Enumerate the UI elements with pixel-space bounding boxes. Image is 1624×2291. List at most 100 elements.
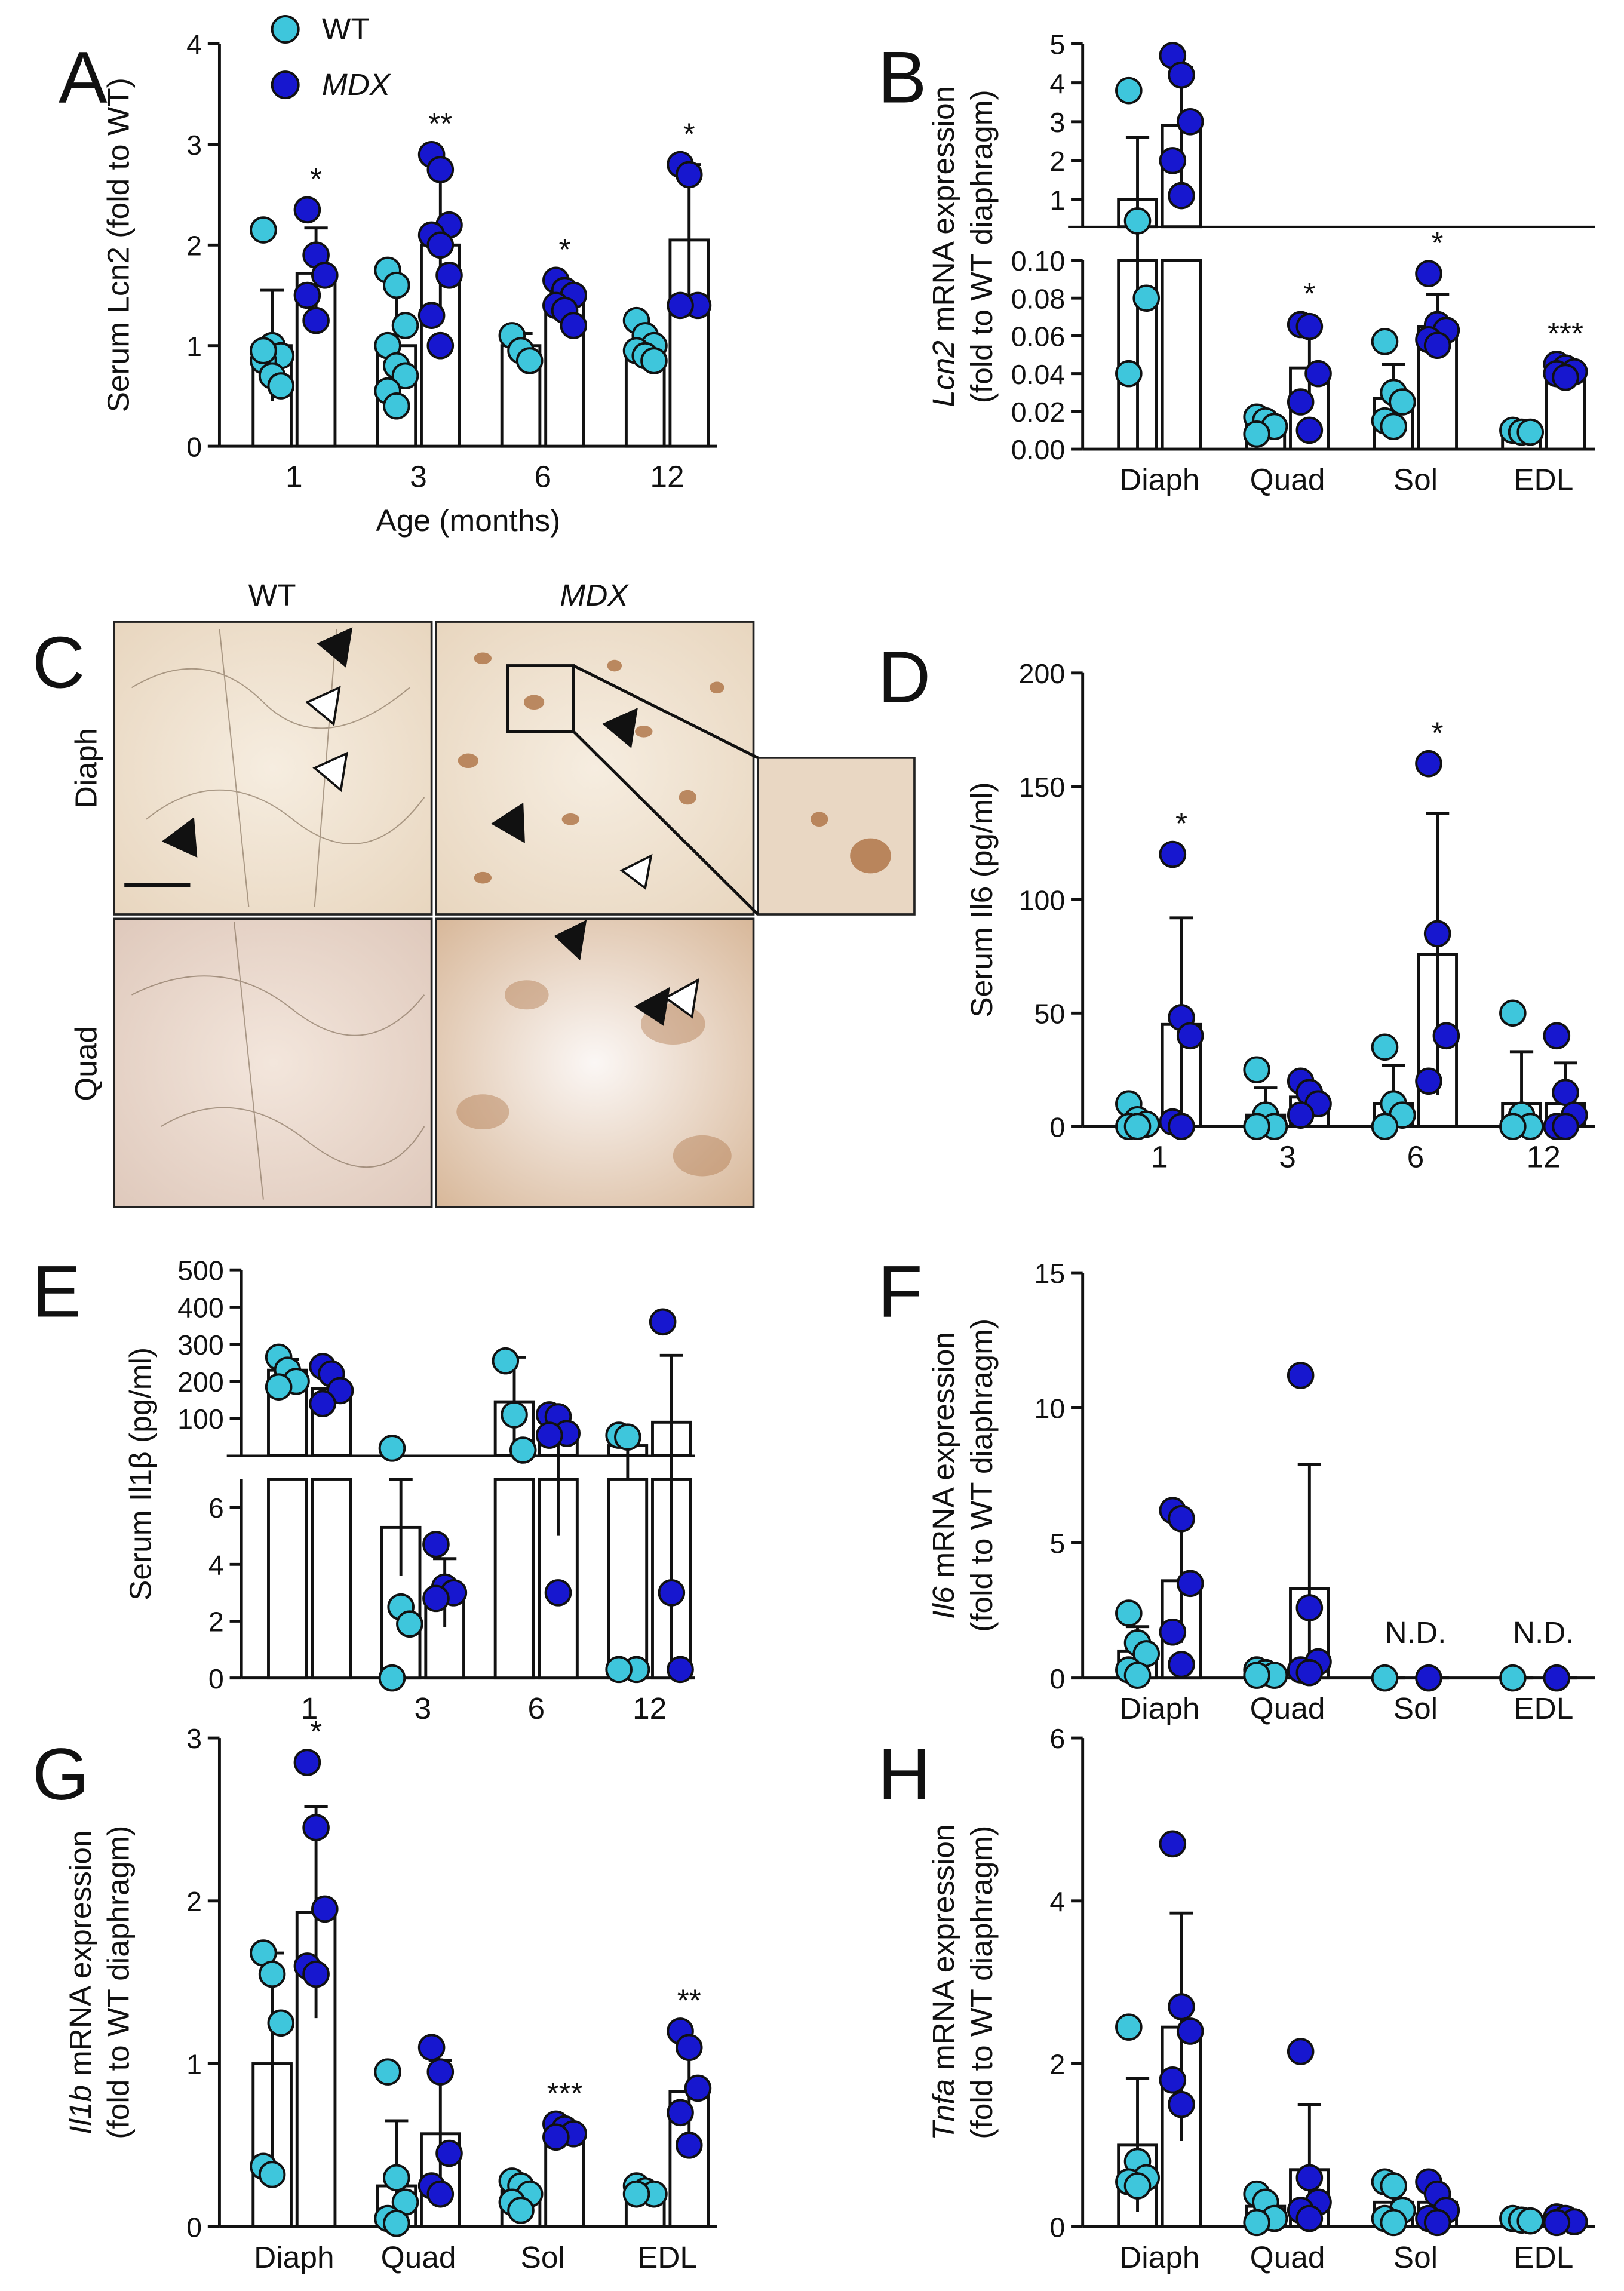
x-tick-label: Quad xyxy=(381,2240,456,2274)
y-tick-label: 50 xyxy=(1034,998,1066,1029)
x-tick-label: Quad xyxy=(1250,2240,1325,2274)
y-tick-label: 2 xyxy=(186,230,202,261)
y-tick-label: 0 xyxy=(1049,2212,1065,2243)
data-point xyxy=(1295,1594,1324,1621)
data-point xyxy=(1168,1993,1195,2020)
data-point xyxy=(265,1373,293,1401)
data-point xyxy=(509,1436,537,1464)
y-axis-label: Serum Il1β (pg/ml) xyxy=(122,1347,157,1601)
column-label: MDX xyxy=(560,578,629,612)
y-axis-label: (fold to WT diaphragm) xyxy=(101,1826,136,2139)
y-axis-label-text: mRNA expression xyxy=(926,1332,960,1578)
x-tick-label: Diaph xyxy=(1119,462,1199,497)
significance: * xyxy=(1303,276,1315,311)
chart: G 0 1 2 3 Il1b mRNA expression (fold to WT diap… xyxy=(32,1714,717,2274)
data-point xyxy=(383,2164,410,2192)
y-tick-label: 200 xyxy=(177,1366,224,1398)
x-tick-label: 3 xyxy=(410,459,427,494)
data-point xyxy=(1543,1022,1571,1050)
data-point xyxy=(1295,2204,1324,2232)
panel-letter: G xyxy=(32,1733,89,1815)
data-point xyxy=(1499,1664,1527,1692)
data-point xyxy=(250,216,277,244)
data-point xyxy=(640,347,668,374)
data-point xyxy=(1304,360,1332,388)
x-tick-label: Sol xyxy=(521,2240,565,2274)
data-point xyxy=(1159,840,1187,868)
data-point xyxy=(426,156,455,183)
data-point xyxy=(1176,1022,1204,1050)
panel-letter: E xyxy=(32,1251,81,1332)
data-point xyxy=(435,2139,463,2167)
data-point xyxy=(507,2197,535,2224)
bar xyxy=(1161,259,1202,451)
micrograph xyxy=(113,621,433,916)
data-point xyxy=(1132,284,1161,312)
data-point xyxy=(1287,388,1315,416)
chart: B 0.00 0.02 0.04 0.06 0.08 0.10 1 2 3 4 5 Lcn2 mRNA e… xyxy=(878,29,1595,497)
y-tick-label: 6 xyxy=(1049,1723,1065,1754)
zoom-line xyxy=(573,664,759,760)
x-tick-label: 1 xyxy=(301,1691,318,1725)
x-tick-label: 12 xyxy=(650,459,684,494)
data-point xyxy=(1243,1113,1270,1140)
panel-letter: A xyxy=(59,36,108,118)
data-point xyxy=(422,1531,450,1558)
fiber-outlines xyxy=(131,629,425,1200)
y-tick-label: 4 xyxy=(1049,68,1065,99)
data-point xyxy=(492,1347,520,1375)
bar xyxy=(311,1478,352,1680)
data-point xyxy=(1159,147,1187,174)
data-point xyxy=(258,2161,286,2188)
data-point xyxy=(649,1308,677,1336)
y-axis-label: Serum Lcn2 (fold to WT) xyxy=(101,78,136,412)
column-label: WT xyxy=(248,578,296,612)
data-point xyxy=(258,1960,286,1988)
data-point xyxy=(426,2058,455,2086)
data-point xyxy=(1159,1618,1187,1646)
data-point xyxy=(1415,750,1442,778)
data-point xyxy=(1516,2207,1545,2235)
data-point xyxy=(426,231,455,259)
y-tick-label: 1 xyxy=(1049,185,1065,216)
data-point xyxy=(302,1814,330,1841)
zoom-line xyxy=(572,730,759,916)
data-point xyxy=(1287,1101,1315,1129)
y-tick-label: 2 xyxy=(208,1607,224,1638)
data-point xyxy=(1295,416,1324,444)
significance: *** xyxy=(1548,316,1583,351)
x-tick-label: EDL xyxy=(1514,2240,1573,2274)
y-tick-label: 0.10 xyxy=(1011,245,1066,277)
y-axis-label: Lcn2 mRNA expression xyxy=(926,86,960,407)
x-tick-label: 12 xyxy=(1527,1140,1561,1174)
x-axis-label: Age (months) xyxy=(376,503,560,538)
y-tick-label: 0 xyxy=(208,1663,224,1694)
data-point xyxy=(1371,1113,1399,1140)
data-point xyxy=(675,161,703,189)
data-point xyxy=(1295,2164,1324,2192)
significance: *** xyxy=(547,2075,582,2110)
data-point xyxy=(250,337,277,364)
x-tick-label: 6 xyxy=(527,1691,545,1725)
y-tick-label: 2 xyxy=(1049,2049,1065,2080)
data-point xyxy=(1543,2209,1571,2237)
data-point xyxy=(374,2058,401,2086)
data-point xyxy=(1123,1662,1152,1689)
y-tick-label: 0.06 xyxy=(1011,321,1066,352)
micrograph xyxy=(435,917,755,1208)
data-point xyxy=(391,312,419,339)
data-point xyxy=(1371,1033,1399,1061)
y-tick-label: 2 xyxy=(1049,146,1065,177)
data-point xyxy=(1415,260,1442,287)
legend-marker xyxy=(271,70,300,100)
row-label: Diaph xyxy=(69,728,103,808)
data-point xyxy=(501,1401,528,1429)
data-point xyxy=(1159,1830,1187,1858)
x-tick-label: 6 xyxy=(534,459,551,494)
y-tick-label: 100 xyxy=(177,1404,224,1435)
y-tick-label: 100 xyxy=(1019,885,1066,916)
panel-letter: F xyxy=(878,1251,923,1332)
data-point xyxy=(1123,2172,1152,2200)
legend-label: MDX xyxy=(322,67,391,102)
